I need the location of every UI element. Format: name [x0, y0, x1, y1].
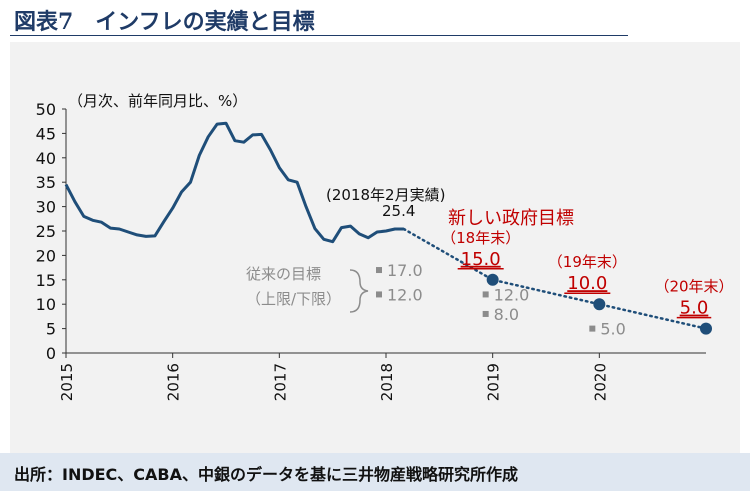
old-target-markers: 17.012.0 12.08.05.0	[376, 261, 626, 339]
axes	[65, 109, 706, 354]
actual-annotation: (2018年2月実績)	[326, 186, 445, 204]
new-target-point	[700, 322, 712, 335]
new-target-value: 5.0	[680, 298, 709, 319]
y-tick-label: 30	[36, 198, 56, 217]
old-target-marker	[376, 291, 382, 298]
y-tick-label: 25	[36, 222, 56, 241]
new-target-point	[593, 298, 606, 311]
y-tick-label: 50	[36, 100, 56, 119]
y-tick-label: 10	[36, 295, 56, 314]
new-target-period: （20年末）	[654, 278, 733, 296]
new-target-period: （18年末）	[441, 229, 520, 247]
old-target-marker	[376, 267, 382, 274]
source-bar: 出所：INDEC、CABA、中銀のデータを基に三井物産戦略研究所作成	[0, 453, 750, 491]
new-target-period: （19年末）	[548, 253, 627, 271]
new-target-value: 10.0	[567, 273, 607, 294]
old-target-marker	[589, 325, 596, 332]
x-tick-label: 2020	[591, 363, 609, 401]
y-tick-label: 0	[46, 344, 56, 363]
y-tick-label: 35	[36, 173, 56, 192]
actual-value-label: 25.4	[382, 202, 415, 220]
old-target-label-1: 従来の目標	[246, 265, 321, 283]
target-projection-line	[402, 227, 708, 330]
old-target-value: 12.0	[387, 285, 423, 304]
new-target-value: 15.0	[461, 249, 501, 270]
old-target-value: 17.0	[387, 261, 423, 280]
y-tick-label: 45	[36, 124, 56, 143]
old-target-value: 12.0	[494, 285, 530, 304]
y-tick-label: 15	[36, 271, 56, 290]
y-tick-label: 5	[46, 320, 56, 339]
chart-panel: （月次、前年同月比、%） 0 5 10 15 20 25 30 35 40 45 50 2015 20…	[10, 42, 740, 453]
new-target-point	[486, 273, 499, 286]
x-tick-label: 2015	[58, 363, 76, 401]
old-target-marker	[482, 310, 489, 317]
old-target-label-2: （上限/下限）	[246, 290, 341, 308]
y-tick-label: 20	[36, 246, 56, 265]
new-target-markers: 15.0 （18年末） 10.0 （19年末） 5.0 （20年末）	[441, 229, 734, 335]
old-target-marker	[482, 291, 489, 298]
old-target-brace	[349, 269, 369, 313]
y-axis-label: （月次、前年同月比、%）	[68, 92, 247, 110]
x-tick-label: 2016	[165, 363, 183, 401]
source-note: 出所：INDEC、CABA、中銀のデータを基に三井物産戦略研究所作成	[14, 465, 519, 484]
y-tick-labels: 0 5 10 15 20 25 30 35 40 45 50	[36, 100, 66, 363]
x-tick-label: 2018	[378, 363, 396, 401]
actual-inflation-line	[64, 121, 404, 244]
x-tick-label: 2019	[485, 363, 503, 401]
old-target-value: 8.0	[494, 305, 519, 324]
new-target-title: 新しい政府目標	[448, 208, 574, 229]
old-target-value: 5.0	[600, 320, 625, 339]
y-tick-label: 40	[36, 149, 56, 168]
x-tick-labels: 2015 2016 2017 2018 2019 2020	[58, 353, 609, 401]
figure-title: 図表7 インフレの実績と目標	[14, 9, 315, 35]
x-tick-label: 2017	[271, 363, 289, 401]
title-underline	[10, 35, 628, 36]
